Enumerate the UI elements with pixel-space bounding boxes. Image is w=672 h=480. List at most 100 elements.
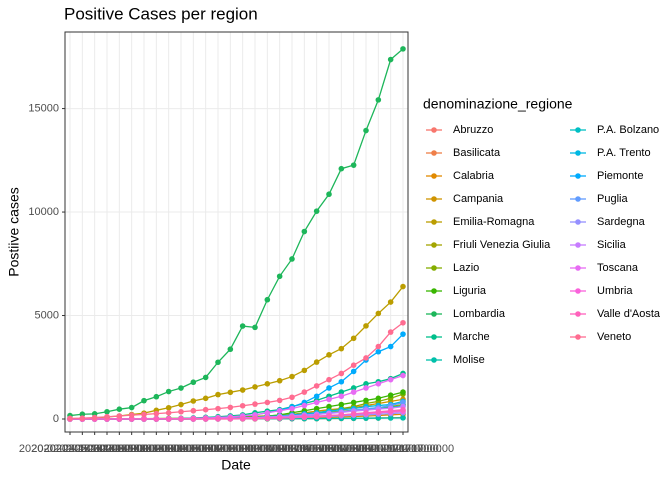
x-tick-label: 2020-03-05 18:00:00 xyxy=(142,443,244,455)
point xyxy=(178,416,184,422)
point xyxy=(350,385,357,391)
point xyxy=(338,378,345,385)
x-tick-label: 2020-03-12 17:00:00 xyxy=(229,443,331,455)
x-tick-label: 2020-02-26 18:00:00 xyxy=(44,443,146,455)
legend-label: Calabria xyxy=(453,170,495,182)
legend-key-point xyxy=(575,196,581,202)
point xyxy=(326,352,332,358)
point xyxy=(350,362,357,368)
legend-label: Campania xyxy=(453,193,504,205)
point xyxy=(326,413,332,419)
point xyxy=(202,416,209,422)
point xyxy=(239,415,246,422)
point xyxy=(375,415,382,421)
x-axis-title: Date xyxy=(221,457,251,473)
point xyxy=(104,408,110,415)
point xyxy=(190,416,197,422)
point xyxy=(400,399,406,406)
point xyxy=(375,97,382,103)
point xyxy=(375,348,382,355)
point xyxy=(326,191,332,198)
point xyxy=(239,387,246,393)
point xyxy=(387,376,394,383)
point xyxy=(202,374,209,381)
x-tick-label: 2020-03-07 18:00:00 xyxy=(167,443,269,455)
legend-label: Friuli Venezia Giulia xyxy=(453,239,551,251)
legend-key-point xyxy=(431,242,437,248)
point xyxy=(400,46,406,52)
x-tick-label: 2020-03-03 18:00:00 xyxy=(118,443,220,455)
legend-label: Liguria xyxy=(453,285,487,297)
legend-label: Sardegna xyxy=(597,216,646,228)
legend-label: Veneto xyxy=(597,331,631,343)
y-tick-label: 5000 xyxy=(35,309,59,321)
x-tick-label: 2020-03-11 17:00:00 xyxy=(217,443,318,455)
point xyxy=(104,413,110,420)
point xyxy=(252,415,258,422)
y-tick-label: 15000 xyxy=(28,102,59,114)
point xyxy=(276,397,283,404)
point xyxy=(239,323,246,329)
point xyxy=(202,406,209,413)
x-tick-label: 2020-02-25 18:00:00 xyxy=(31,443,133,455)
point xyxy=(116,413,123,419)
point xyxy=(190,407,197,414)
chart-title: Positive Cases per region xyxy=(64,4,258,23)
legend-label: Lazio xyxy=(453,262,479,274)
point xyxy=(363,355,369,361)
point xyxy=(165,404,172,411)
point xyxy=(289,394,295,401)
point xyxy=(375,343,382,350)
point xyxy=(326,396,332,403)
point xyxy=(301,414,308,420)
point xyxy=(276,415,283,421)
legend-label: Umbria xyxy=(597,285,633,297)
y-tick-label: 0 xyxy=(53,413,59,425)
point xyxy=(400,389,406,395)
point xyxy=(387,343,394,350)
legend-key-point xyxy=(431,311,437,317)
point xyxy=(301,389,308,395)
point xyxy=(326,403,332,410)
x-tick-label: 2020-02-29 18:00:00 xyxy=(81,443,183,455)
series-line xyxy=(70,409,404,420)
point xyxy=(363,385,369,391)
point xyxy=(141,416,147,422)
point xyxy=(264,409,271,416)
legend-key-point xyxy=(575,127,581,133)
point xyxy=(141,397,147,404)
point xyxy=(252,324,258,331)
x-tick-label: 2020-03-16 17:00:00 xyxy=(278,443,380,455)
plot-panel xyxy=(65,32,408,432)
x-tick-label: 2020-03-14 17:00:00 xyxy=(253,443,355,455)
x-tick-label: 2020-03-19 17:00:00 xyxy=(315,443,417,455)
point xyxy=(227,389,234,396)
point xyxy=(326,376,332,383)
point xyxy=(289,405,295,412)
legend-key-point xyxy=(575,242,581,248)
legend-key-point xyxy=(431,288,437,294)
legend-label: Toscana xyxy=(597,262,639,274)
point xyxy=(165,388,172,395)
series-line xyxy=(69,48,404,417)
x-tick-label: 2020-03-06 18:00:00 xyxy=(155,443,257,455)
point xyxy=(313,383,320,389)
legend-key-point xyxy=(431,357,437,363)
point xyxy=(350,399,357,406)
legend-label: P.A. Trento xyxy=(597,147,651,159)
point xyxy=(326,385,332,391)
point xyxy=(276,377,283,384)
point xyxy=(313,405,320,412)
legend-key-point xyxy=(431,265,437,271)
point xyxy=(264,381,271,387)
point xyxy=(165,409,172,416)
point xyxy=(153,410,160,417)
point xyxy=(141,411,147,418)
legend-key-point xyxy=(575,150,581,156)
legend-label: Piemonte xyxy=(597,170,643,182)
point xyxy=(116,406,123,412)
point xyxy=(227,404,234,411)
x-tick-label: 2020-02-28 18:00:00 xyxy=(68,443,170,455)
point xyxy=(264,415,271,422)
